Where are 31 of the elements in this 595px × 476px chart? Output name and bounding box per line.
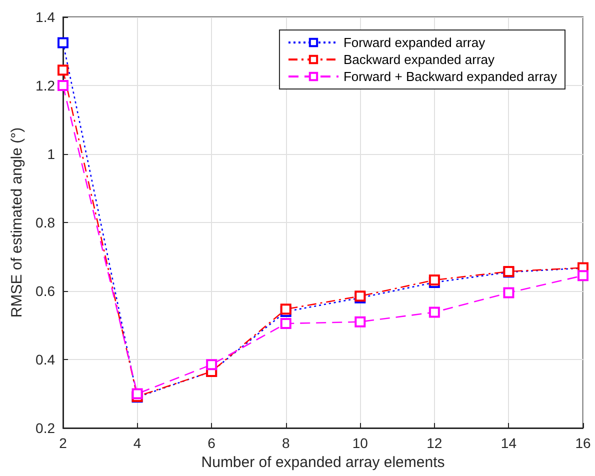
point	[58, 64, 68, 76]
point	[280, 304, 292, 315]
point	[132, 388, 143, 400]
legend-label: Backward expanded array	[343, 52, 496, 67]
y-axis-title: RMSE of estimated angle (°)	[8, 127, 26, 318]
x-tick-label: 10	[352, 435, 368, 451]
y-tick-label: 1.4	[36, 9, 56, 25]
x-tick-label: 12	[426, 435, 442, 451]
y-tick-label: 0.2	[36, 420, 56, 436]
legend-label: Forward + Backward expanded array	[343, 69, 558, 84]
y-tick-label: 1.2	[36, 78, 56, 94]
x-tick-label: 16	[575, 435, 591, 451]
y-tick-label: 0.8	[36, 214, 56, 230]
y-tick-label: 0.6	[36, 283, 56, 299]
y-tick-label: 1	[47, 146, 56, 162]
y-tick-label: 0.4	[36, 352, 56, 368]
x-tick-label: 14	[500, 435, 517, 451]
point	[58, 80, 68, 91]
point	[503, 287, 514, 298]
point	[578, 270, 588, 282]
point	[428, 306, 440, 318]
point	[354, 316, 366, 328]
x-tick-label: 4	[133, 435, 142, 451]
x-tick-label: 8	[282, 435, 290, 451]
x-tick-label: 2	[59, 435, 68, 451]
x-tick-label: 6	[208, 435, 216, 451]
point	[58, 37, 68, 48]
x-axis-title: Number of expanded array elements	[201, 454, 445, 471]
legend-label: Forward expanded array	[343, 35, 486, 50]
point	[206, 359, 218, 370]
point	[280, 318, 292, 330]
